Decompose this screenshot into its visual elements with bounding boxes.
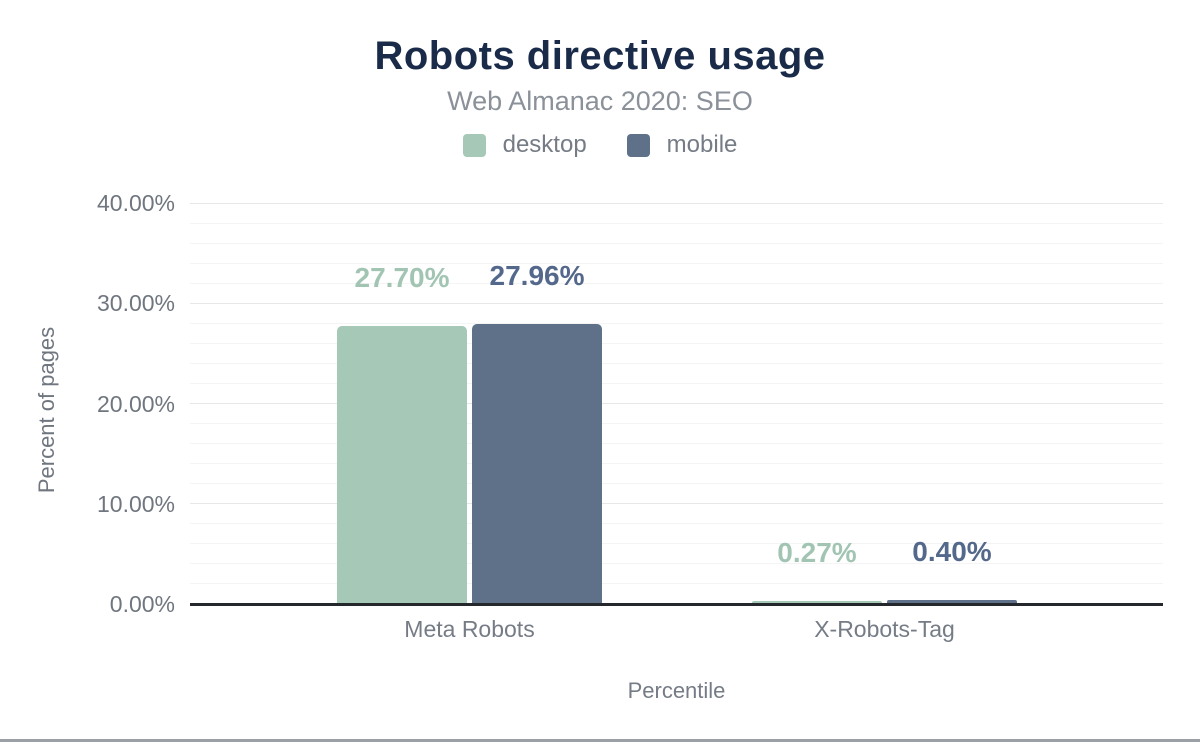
minor-gridline	[190, 342, 1163, 344]
desktop-swatch-icon	[462, 133, 486, 157]
y-tick-label: 0.00%	[109, 591, 175, 617]
legend-item-mobile: mobile	[626, 131, 738, 158]
desktop-bar[interactable]	[752, 601, 882, 604]
minor-gridline	[190, 382, 1163, 384]
y-tick-label: 20.00%	[96, 390, 175, 417]
mobile-swatch-icon	[626, 133, 650, 157]
legend-label-desktop: desktop	[502, 131, 587, 158]
mobile-bar[interactable]	[887, 599, 1017, 604]
legend-label-mobile: mobile	[666, 131, 738, 158]
desktop-value-label: 0.27%	[777, 537, 857, 569]
mobile-value-label: 27.96%	[489, 259, 585, 291]
major-gridline	[190, 202, 1163, 204]
y-tick-label: 30.00%	[96, 290, 175, 317]
minor-gridline	[190, 543, 1163, 545]
mobile-bar[interactable]	[472, 323, 602, 604]
legend-item-desktop: desktop	[462, 131, 587, 158]
minor-gridline	[190, 523, 1163, 525]
desktop-value-label: 27.70%	[354, 262, 450, 294]
minor-gridline	[190, 463, 1163, 465]
desktop-bar[interactable]	[337, 326, 467, 604]
y-tick-label: 10.00%	[96, 490, 175, 517]
chart-title: Robots directive usage	[374, 34, 826, 78]
minor-gridline	[190, 322, 1163, 324]
mobile-value-label: 0.40%	[912, 535, 992, 567]
chart-subtitle: Web Almanac 2020: SEO	[447, 86, 753, 116]
minor-gridline	[190, 583, 1163, 585]
category-label: X-Robots-Tag	[814, 616, 955, 642]
major-gridline	[190, 302, 1163, 304]
minor-gridline	[190, 483, 1163, 485]
minor-gridline	[190, 262, 1163, 264]
minor-gridline	[190, 282, 1163, 284]
minor-gridline	[190, 423, 1163, 425]
minor-gridline	[190, 563, 1163, 565]
x-axis-line	[190, 603, 1163, 606]
legend: desktop mobile	[0, 133, 1200, 157]
minor-gridline	[190, 242, 1163, 244]
minor-gridline	[190, 222, 1163, 224]
x-axis-title: Percentile	[627, 678, 726, 703]
category-label: Meta Robots	[404, 616, 535, 642]
minor-gridline	[190, 362, 1163, 364]
minor-gridline	[190, 443, 1163, 445]
major-gridline	[190, 403, 1163, 404]
y-tick-label: 40.00%	[96, 190, 175, 216]
major-gridline	[190, 503, 1163, 505]
